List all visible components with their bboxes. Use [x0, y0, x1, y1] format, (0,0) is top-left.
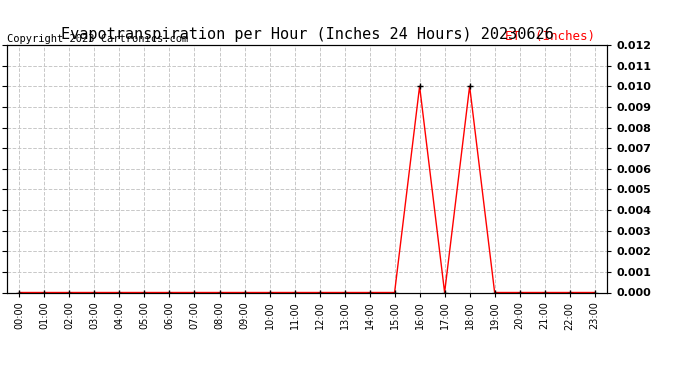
Text: Copyright 2023 Cartronics.com: Copyright 2023 Cartronics.com — [7, 34, 188, 44]
Title: Evapotranspiration per Hour (Inches 24 Hours) 20230626: Evapotranspiration per Hour (Inches 24 H… — [61, 27, 553, 42]
Text: ET  (Inches): ET (Inches) — [505, 30, 595, 42]
